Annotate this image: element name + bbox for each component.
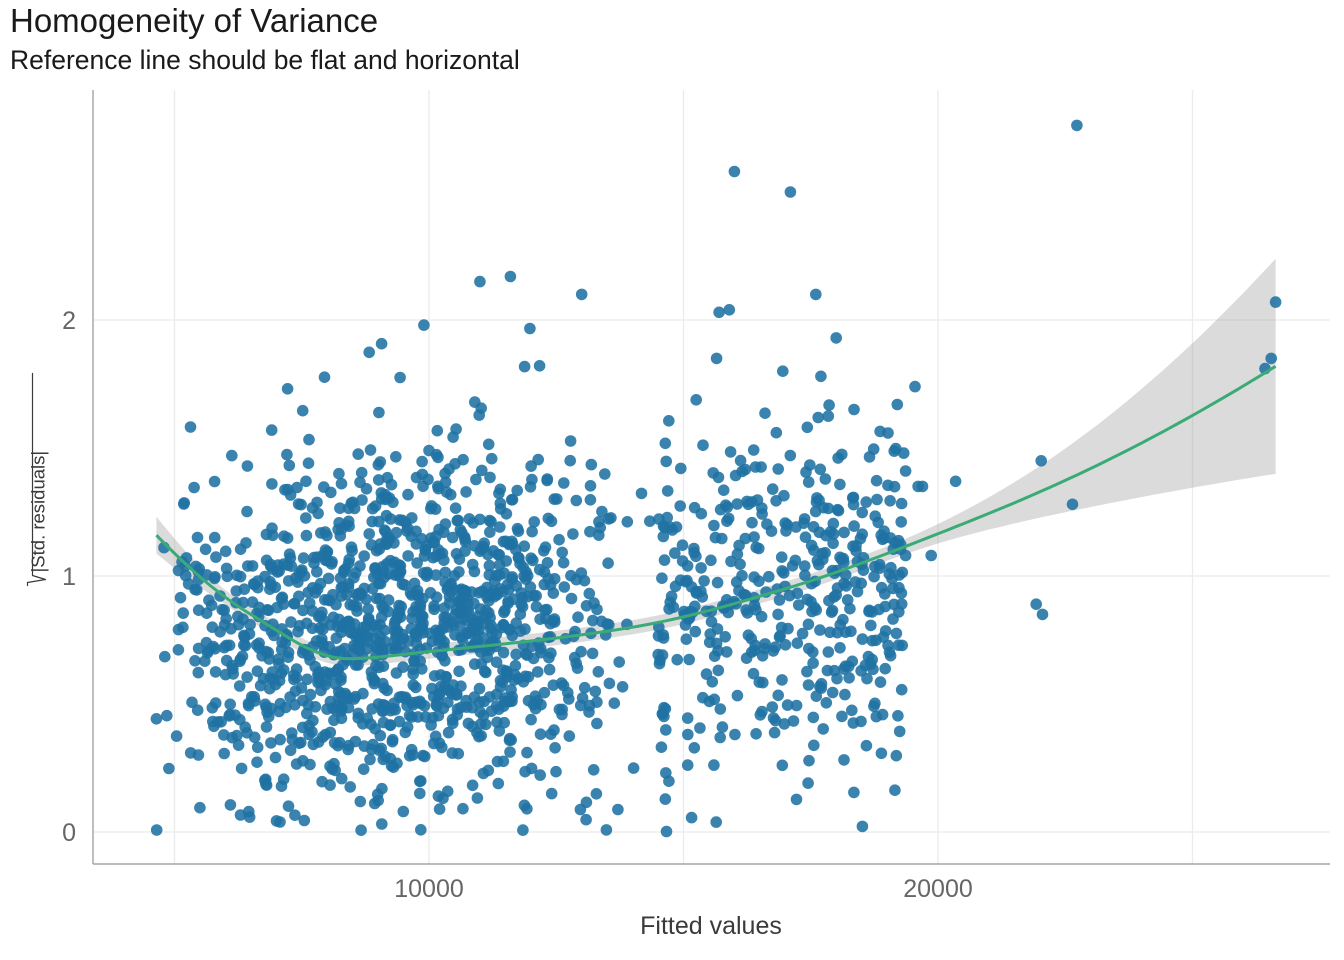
svg-text:20000: 20000: [903, 875, 973, 903]
svg-text:10000: 10000: [394, 875, 464, 903]
svg-text:0: 0: [62, 819, 76, 847]
svg-text:2: 2: [62, 307, 76, 335]
svg-text:1: 1: [62, 563, 76, 591]
